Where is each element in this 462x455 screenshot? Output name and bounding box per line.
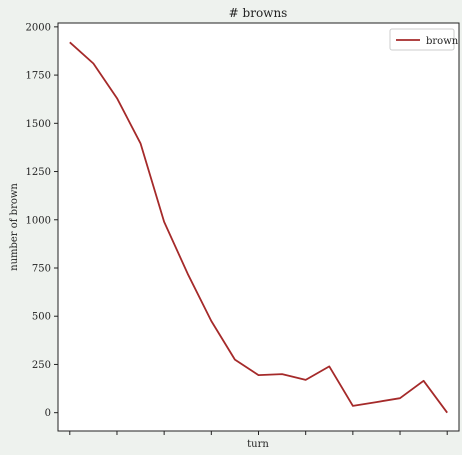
- y-tick-label: 1500: [26, 119, 51, 130]
- y-tick-label: 250: [32, 360, 51, 371]
- x-axis-label: turn: [247, 439, 269, 450]
- y-tick-label: 750: [32, 263, 51, 274]
- chart-title: # browns: [229, 6, 288, 20]
- y-tick-label: 0: [45, 408, 51, 419]
- legend-label-brown: brown: [426, 36, 459, 47]
- plot-area: [58, 23, 459, 431]
- y-tick-label: 500: [32, 312, 51, 323]
- y-axis-ticks: 0 250 500 750 1000 1250 1500 1750 2000: [26, 22, 58, 419]
- y-tick-label: 1750: [26, 71, 51, 82]
- y-tick-label: 2000: [26, 22, 51, 33]
- y-tick-label: 1250: [26, 167, 51, 178]
- legend: brown: [390, 29, 459, 50]
- y-tick-label: 1000: [26, 215, 51, 226]
- x-axis-ticks: [70, 431, 447, 435]
- y-axis-label: number of brown: [9, 183, 20, 271]
